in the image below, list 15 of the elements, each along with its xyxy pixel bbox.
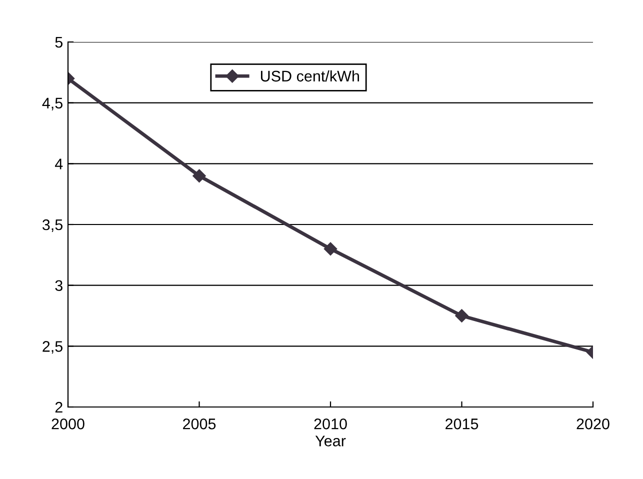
y-tick-label: 4: [54, 158, 63, 170]
x-tick-label: 2000: [52, 418, 84, 430]
y-tick-label: 2,5: [42, 341, 62, 354]
x-tick-label: 2015: [446, 418, 478, 430]
x-axis-title: Year: [315, 436, 346, 446]
point: [324, 242, 338, 256]
y-tick-label: 4,5: [42, 98, 62, 110]
x-tick-label: 2010: [314, 418, 347, 430]
y-tick-label: 3: [55, 280, 62, 292]
y-tick-label: 2: [55, 402, 62, 413]
y-tick-label: 3,5: [42, 219, 62, 232]
y-tick-label: 5: [55, 37, 62, 48]
x-tick-label: 2020: [576, 418, 610, 430]
legend-label: USD cent/kWh: [260, 70, 359, 82]
x-tick-label: 2005: [183, 418, 216, 430]
